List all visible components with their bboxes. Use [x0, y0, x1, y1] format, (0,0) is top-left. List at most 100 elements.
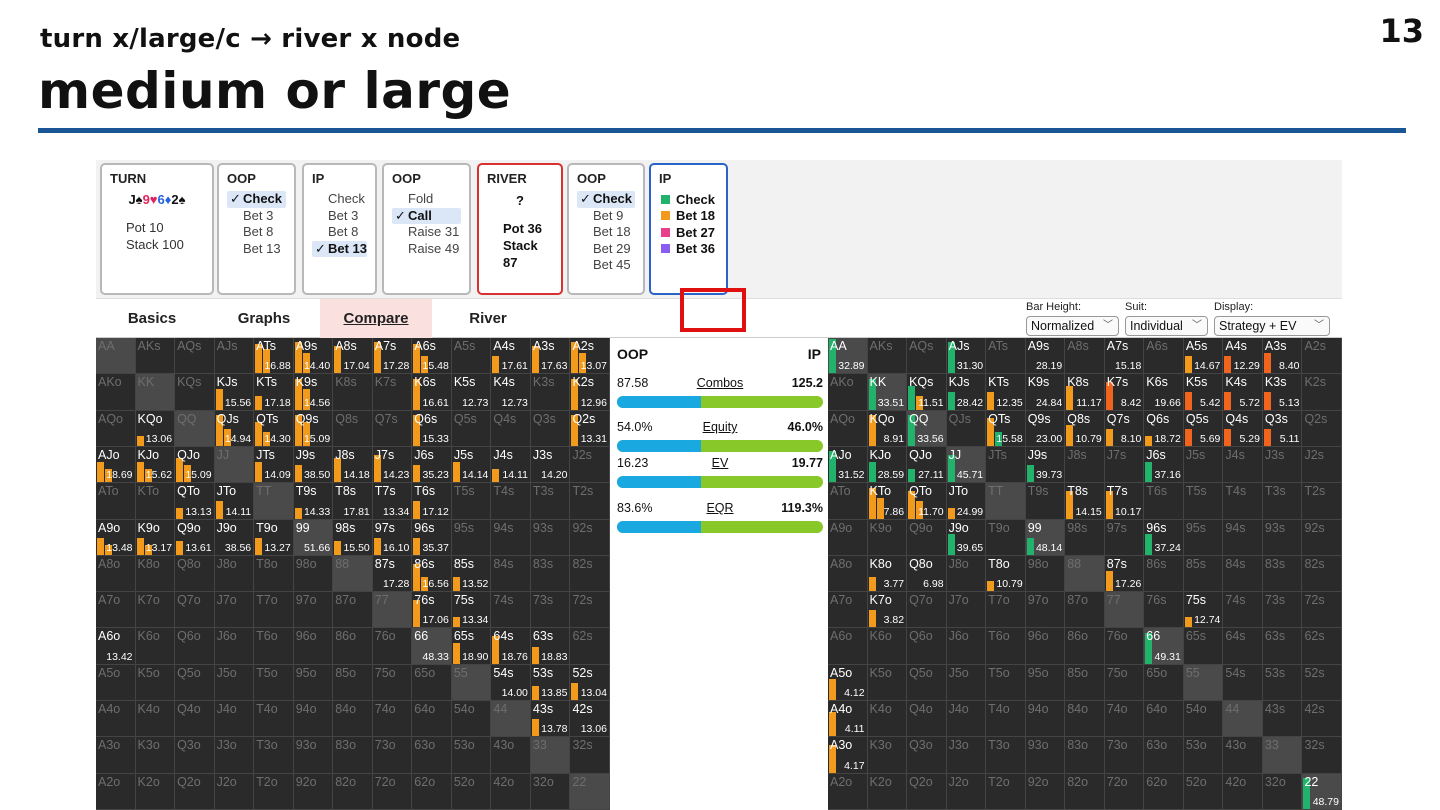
hand-cell[interactable]: 54o	[451, 701, 492, 738]
hand-cell[interactable]: 83o	[1065, 737, 1105, 774]
hand-cell[interactable]: T7s 13.34	[372, 483, 413, 520]
hand-cell[interactable]: K8o	[135, 555, 176, 593]
hand-cell[interactable]: 42o	[1223, 773, 1263, 810]
hand-cell[interactable]: 84s	[1223, 555, 1263, 593]
hand-cell[interactable]: 73o	[1104, 737, 1145, 774]
hand-cell[interactable]: 74s	[1223, 592, 1263, 629]
hand-cell[interactable]: A5s 14.67	[1183, 338, 1224, 375]
hand-cell[interactable]: A9s 14.40	[293, 338, 334, 375]
hand-cell[interactable]: Q9s 15.09	[293, 410, 334, 447]
hand-cell[interactable]: J7o	[214, 592, 255, 629]
hand-cell[interactable]: 88	[333, 555, 373, 593]
hand-cell[interactable]: 85s	[1183, 555, 1224, 593]
hand-cell[interactable]: 94o	[1025, 701, 1066, 738]
hand-cell[interactable]: 42o	[491, 773, 531, 810]
hand-cell[interactable]: AA	[96, 338, 136, 375]
hand-cell[interactable]: T4o	[986, 701, 1026, 738]
node-turn[interactable]: TURN J♠9♥6♦2♠ Pot 10 Stack 100	[100, 163, 214, 295]
hand-cell[interactable]: 22	[570, 773, 610, 810]
hand-cell[interactable]: 96o	[293, 628, 334, 665]
hand-cell[interactable]: 64o	[412, 701, 452, 738]
hand-cell[interactable]: 75s 13.34	[451, 592, 492, 629]
hand-cell[interactable]: 82o	[333, 773, 373, 810]
hand-cell[interactable]: Q8s 10.79	[1065, 410, 1105, 447]
hand-cell[interactable]: 87o	[333, 592, 373, 629]
hand-cell[interactable]: T9o 13.27	[254, 519, 294, 556]
hand-cell[interactable]: 92o	[1025, 773, 1066, 810]
hand-cell[interactable]: J5s	[1183, 446, 1224, 484]
hand-cell[interactable]: AQo	[96, 410, 136, 447]
hand-cell[interactable]: 32o	[1262, 773, 1303, 810]
hand-cell[interactable]: AQs	[907, 338, 947, 375]
hand-cell[interactable]: 72s	[570, 592, 610, 629]
hand-cell[interactable]: J8o	[214, 555, 255, 593]
hand-cell[interactable]: KJs 28.42	[946, 374, 987, 411]
hand-cell[interactable]: QJo 15.09	[175, 446, 215, 484]
hand-cell[interactable]: T3s	[530, 483, 571, 520]
hand-cell[interactable]: J9o 39.65	[946, 519, 987, 556]
hand-cell[interactable]: 55	[1183, 664, 1224, 702]
hand-cell[interactable]: Q4s 5.29	[1223, 410, 1263, 447]
hand-cell[interactable]: Q3s	[530, 410, 571, 447]
hand-cell[interactable]: T5s	[1183, 483, 1224, 520]
hand-cell[interactable]: 85s 13.52	[451, 555, 492, 593]
hand-cell[interactable]: J2o	[214, 773, 255, 810]
hand-cell[interactable]: 72s	[1302, 592, 1342, 629]
hand-cell[interactable]: QTo 11.70	[907, 483, 947, 520]
hand-cell[interactable]: 62o	[1144, 773, 1184, 810]
hand-cell[interactable]: 93s	[1262, 519, 1303, 556]
hand-cell[interactable]: AQs	[175, 338, 215, 375]
hand-cell[interactable]: K7o 3.82	[867, 592, 908, 629]
hand-cell[interactable]: 54s	[1223, 664, 1263, 702]
metric-name[interactable]: Equity	[702, 420, 738, 434]
hand-cell[interactable]: KJo 28.59	[867, 446, 908, 484]
hand-cell[interactable]: ATo	[96, 483, 136, 520]
hand-cell[interactable]: J7s 14.23	[372, 446, 413, 484]
hand-cell[interactable]: A2o	[828, 773, 868, 810]
hand-cell[interactable]: K4s 5.72	[1223, 374, 1263, 411]
hand-cell[interactable]: 63o	[1144, 737, 1184, 774]
metric-name[interactable]: EV	[711, 456, 729, 470]
hand-cell[interactable]: T3o	[254, 737, 294, 774]
hand-cell[interactable]: 94s	[1223, 519, 1263, 556]
hand-cell[interactable]: T6s 17.12	[412, 483, 452, 520]
hand-cell[interactable]: 43o	[1223, 737, 1263, 774]
hand-cell[interactable]: J8o	[946, 555, 987, 593]
hand-cell[interactable]: QJs 14.94	[214, 410, 255, 447]
hand-cell[interactable]: 92s	[570, 519, 610, 556]
hand-cell[interactable]: 74s	[491, 592, 531, 629]
hand-cell[interactable]: AKo	[96, 374, 136, 411]
hand-cell[interactable]: K9o 13.17	[135, 519, 176, 556]
hand-cell[interactable]: J4o	[214, 701, 255, 738]
hand-cell[interactable]: 43s 13.78	[530, 701, 571, 738]
hand-cell[interactable]: 52s	[1302, 664, 1342, 702]
hand-cell[interactable]: AKs	[867, 338, 908, 375]
hand-cell[interactable]: T4s	[491, 483, 531, 520]
hand-cell[interactable]: 95o	[293, 664, 334, 702]
hand-cell[interactable]: T4o	[254, 701, 294, 738]
hand-cell[interactable]: 84o	[1065, 701, 1105, 738]
hand-cell[interactable]: KQo 13.06	[135, 410, 176, 447]
hand-cell[interactable]: 44	[491, 701, 531, 738]
hand-cell[interactable]: Q3o	[175, 737, 215, 774]
hand-cell[interactable]: 86o	[333, 628, 373, 665]
action-option[interactable]: Raise 31	[408, 224, 460, 239]
hand-cell[interactable]: T4s	[1223, 483, 1263, 520]
hand-cell[interactable]: 32s	[1302, 737, 1342, 774]
hand-cell[interactable]: T9s 14.33	[293, 483, 334, 520]
hand-cell[interactable]: T6s	[1144, 483, 1184, 520]
hand-cell[interactable]: KQo 8.91	[867, 410, 908, 447]
hand-cell[interactable]: J7o	[946, 592, 987, 629]
hand-cell[interactable]: J2o	[946, 773, 987, 810]
hand-cell[interactable]: K4o	[135, 701, 176, 738]
hand-cell[interactable]: Q9s 23.00	[1025, 410, 1066, 447]
hand-cell[interactable]: 65s 18.90	[451, 628, 492, 665]
hand-cell[interactable]: QQ	[175, 410, 215, 447]
hand-cell[interactable]: A2s 13.07	[570, 338, 610, 375]
hand-cell[interactable]: K4s 12.73	[491, 374, 531, 411]
hand-cell[interactable]: 74o	[1104, 701, 1145, 738]
metric-name[interactable]: Combos	[696, 376, 744, 390]
hand-cell[interactable]: AKs	[135, 338, 176, 375]
tab-compare[interactable]: Compare	[320, 299, 432, 339]
